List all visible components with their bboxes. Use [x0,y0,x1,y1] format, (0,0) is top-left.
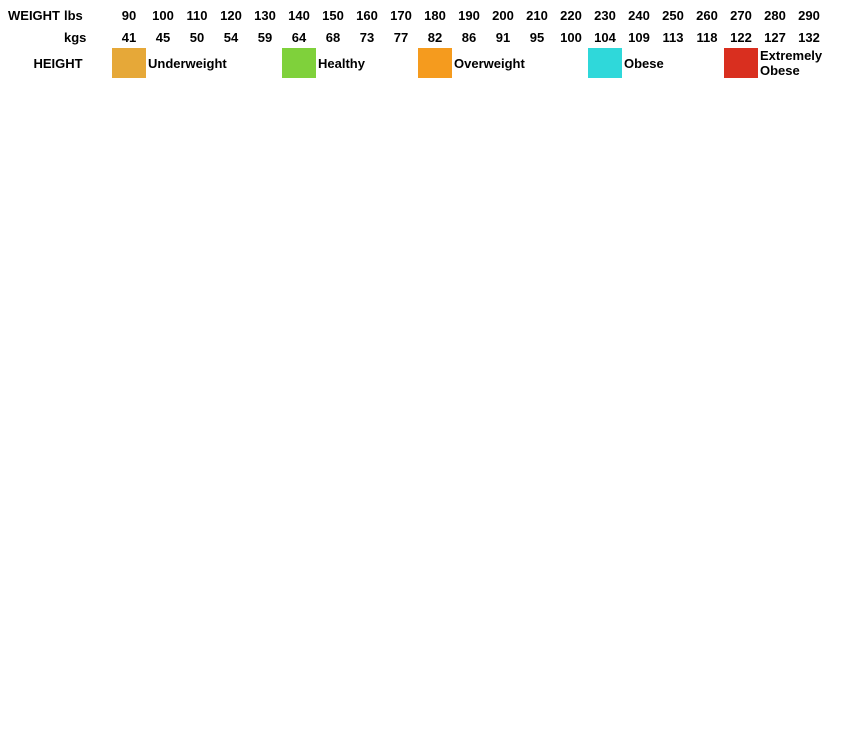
label-lbs: lbs [60,4,112,26]
weight-lbs-17: 260 [690,4,724,26]
legend-label-obese: Obese [622,48,724,78]
weight-lbs-4: 130 [248,4,282,26]
weight-kgs-1: 45 [146,26,180,48]
legend-box-extremely_obese [724,48,758,78]
weight-lbs-8: 170 [384,4,418,26]
weight-kgs-16: 113 [656,26,690,48]
weight-lbs-1: 100 [146,4,180,26]
weight-lbs-6: 150 [316,4,350,26]
weight-lbs-5: 140 [282,4,316,26]
weight-kgs-12: 95 [520,26,554,48]
legend-label-underweight: Underweight [146,48,282,78]
legend-box-overweight [418,48,452,78]
weight-kgs-9: 82 [418,26,452,48]
weight-lbs-13: 220 [554,4,588,26]
weight-kgs-6: 68 [316,26,350,48]
weight-kgs-8: 77 [384,26,418,48]
weight-kgs-2: 50 [180,26,214,48]
weight-kgs-18: 122 [724,26,758,48]
weight-kgs-14: 104 [588,26,622,48]
legend-box-obese [588,48,622,78]
weight-lbs-9: 180 [418,4,452,26]
legend-box-healthy [282,48,316,78]
weight-kgs-10: 86 [452,26,486,48]
weight-kgs-0: 41 [112,26,146,48]
weight-kgs-15: 109 [622,26,656,48]
legend-label-extremely_obese: Extremely Obese [758,48,826,78]
weight-lbs-18: 270 [724,4,758,26]
label-height: HEIGHT [4,48,112,78]
bmi-chart-table: WEIGHTlbs9010011012013014015016017018019… [4,4,826,78]
weight-lbs-11: 200 [486,4,520,26]
weight-lbs-20: 290 [792,4,826,26]
weight-lbs-7: 160 [350,4,384,26]
label-weight: WEIGHT [4,4,60,26]
weight-kgs-4: 59 [248,26,282,48]
weight-lbs-19: 280 [758,4,792,26]
weight-lbs-15: 240 [622,4,656,26]
label-kgs: kgs [60,26,112,48]
weight-lbs-12: 210 [520,4,554,26]
weight-kgs-3: 54 [214,26,248,48]
weight-kgs-17: 118 [690,26,724,48]
weight-lbs-0: 90 [112,4,146,26]
legend-label-healthy: Healthy [316,48,418,78]
weight-kgs-7: 73 [350,26,384,48]
weight-lbs-10: 190 [452,4,486,26]
weight-kgs-13: 100 [554,26,588,48]
weight-kgs-5: 64 [282,26,316,48]
weight-kgs-11: 91 [486,26,520,48]
weight-kgs-20: 132 [792,26,826,48]
legend-label-overweight: Overweight [452,48,588,78]
weight-lbs-14: 230 [588,4,622,26]
legend-box-underweight [112,48,146,78]
weight-lbs-3: 120 [214,4,248,26]
weight-kgs-19: 127 [758,26,792,48]
weight-lbs-2: 110 [180,4,214,26]
weight-lbs-16: 250 [656,4,690,26]
